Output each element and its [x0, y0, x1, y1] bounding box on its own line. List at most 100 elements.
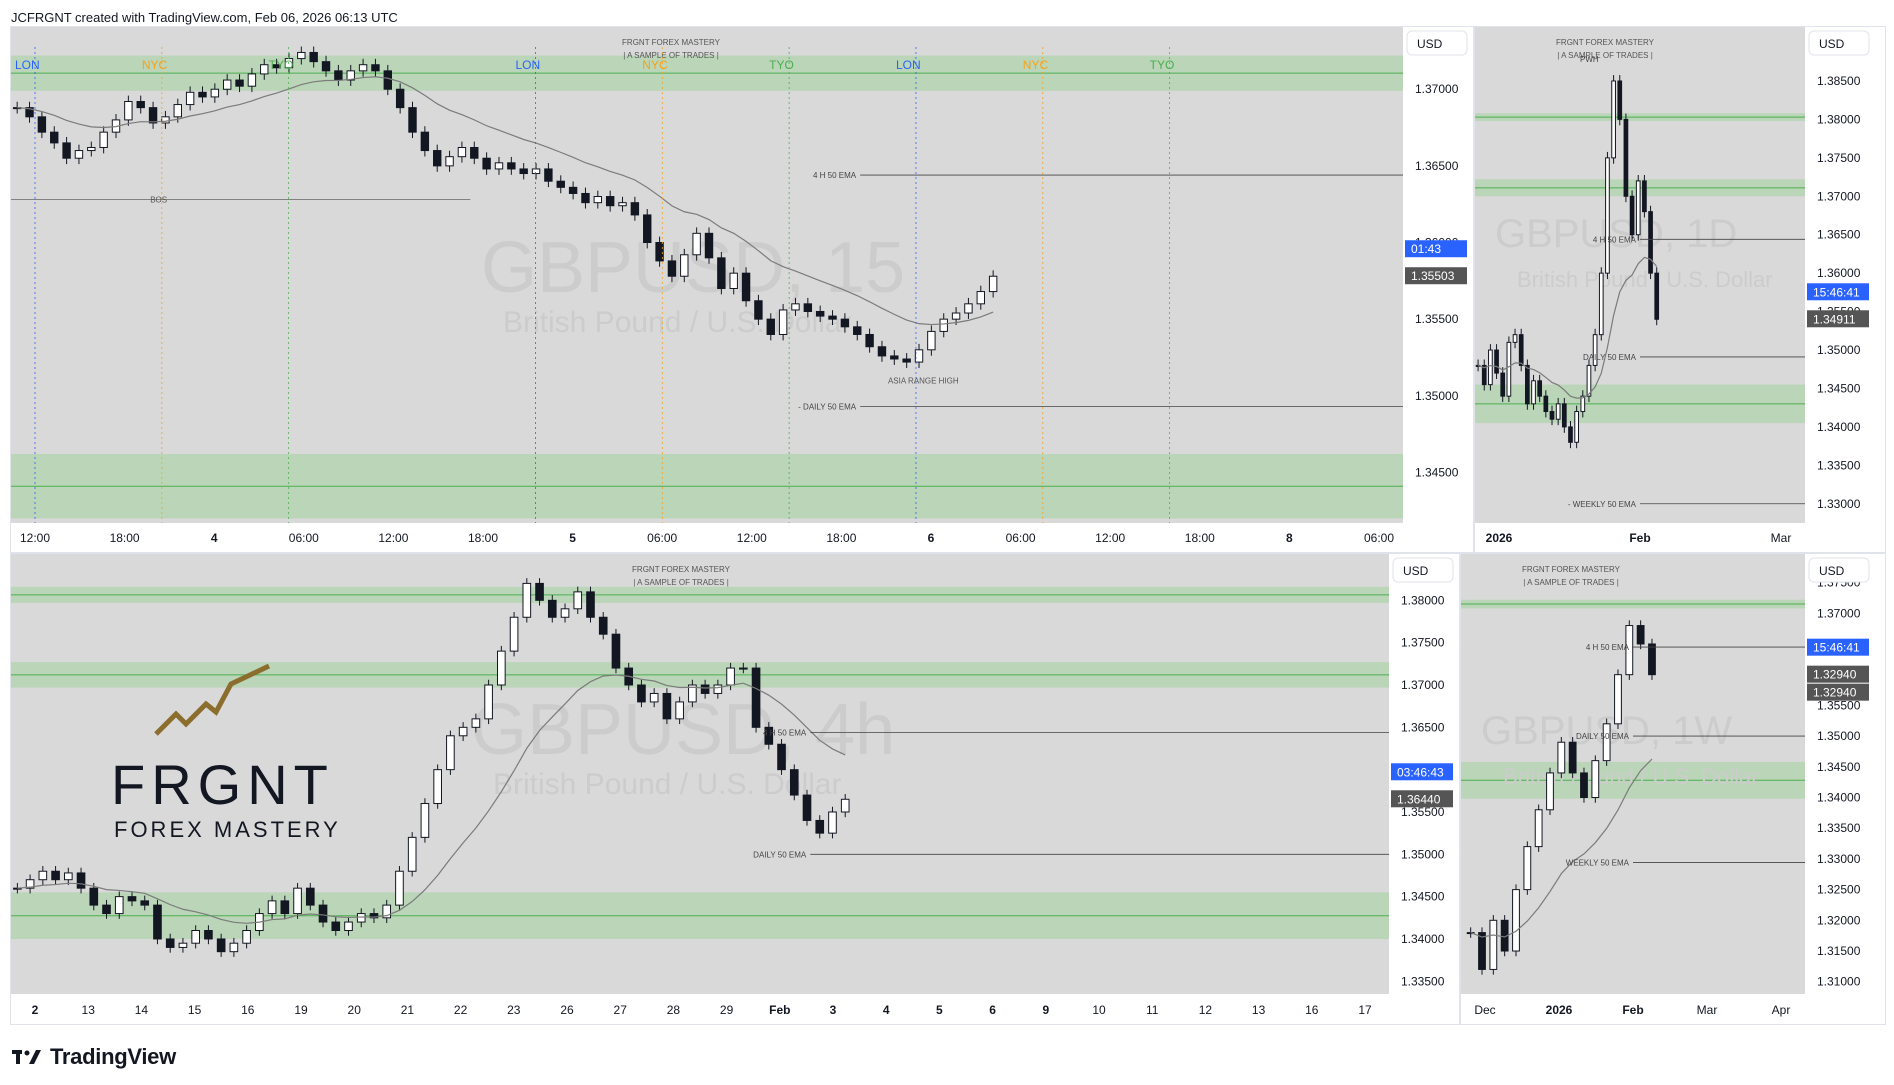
chart-canvas: GBPUSD, 1D British Pound / U.S. Dollar FRG…: [1475, 27, 1870, 545]
candle: [50, 126, 59, 149]
price-label-group: 1.34911: [1807, 310, 1869, 328]
candle-body: [1617, 80, 1623, 120]
candle-body: [1518, 334, 1524, 366]
candle-body: [581, 192, 590, 204]
candle: [649, 688, 659, 708]
candle-body: [1512, 889, 1520, 952]
bar-countdown: 15:46:41: [1813, 285, 1860, 299]
y-tick-label: 1.33000: [1817, 852, 1861, 866]
x-tick-label: Mar: [1697, 1003, 1718, 1017]
ema-level-label: WEEKLY 50 EMA: [1566, 859, 1630, 868]
candle: [1531, 374, 1536, 410]
candle: [1488, 344, 1493, 391]
candle: [458, 722, 468, 742]
candle-body: [37, 116, 47, 133]
candle: [1557, 736, 1566, 779]
ema-level-label: DAILY 50 EMA: [1583, 353, 1637, 362]
candle-body: [114, 896, 124, 915]
candle: [643, 209, 652, 249]
candle-body: [62, 142, 71, 159]
x-tick-label: 13: [82, 1003, 96, 1017]
candle: [420, 126, 430, 157]
candle: [1586, 359, 1592, 403]
countdown-group: 15:46:41: [1807, 638, 1869, 656]
candle: [815, 305, 825, 322]
candle-body: [531, 168, 541, 175]
candle: [840, 313, 850, 333]
candle-body: [50, 131, 59, 144]
candle-body: [751, 667, 761, 728]
ema-level-label: 4 H 50 EMA: [813, 171, 857, 180]
countdown-group: 03:46:43: [1391, 763, 1453, 781]
currency-badge: USD: [1808, 557, 1870, 583]
candle: [630, 196, 640, 221]
candle: [305, 882, 315, 911]
candle-body: [497, 650, 506, 686]
y-tick-label: 1.37000: [1401, 678, 1445, 692]
currency-badge: USD: [1392, 557, 1454, 583]
candle: [395, 866, 404, 911]
candle-body: [1555, 403, 1561, 420]
y-tick-label: 1.36500: [1415, 159, 1459, 173]
candle: [346, 64, 355, 86]
price-label-group: 1.36440: [1391, 790, 1453, 808]
candle-body: [76, 872, 86, 889]
candle: [484, 679, 493, 725]
candle: [356, 908, 366, 928]
y-tick-label: 1.38000: [1817, 112, 1861, 126]
candle-body: [229, 942, 239, 953]
candle-body: [484, 684, 493, 720]
candle-body: [1500, 372, 1506, 397]
footer-brand: TradingView: [50, 1044, 176, 1069]
candle: [433, 144, 442, 172]
tradingview-logo[interactable]: TradingView: [12, 1042, 176, 1072]
candle: [124, 95, 133, 126]
candle-body: [729, 272, 738, 289]
candle: [371, 58, 380, 77]
candle-body: [471, 718, 481, 728]
last-price-label: 1.32940: [1813, 668, 1857, 682]
ema-level-label: 4 H 50 EMA: [1593, 235, 1637, 244]
candle: [1654, 267, 1660, 326]
candle-body: [293, 887, 302, 915]
candle-body: [902, 358, 911, 363]
candle: [618, 196, 627, 212]
candle-body: [1525, 364, 1530, 405]
candle: [840, 794, 850, 818]
candle-body: [1642, 180, 1647, 213]
candle: [297, 46, 306, 65]
y-tick-label: 1.34500: [1401, 890, 1445, 904]
candle: [544, 163, 553, 188]
x-tick-label: 12: [1199, 1003, 1213, 1017]
candle: [688, 679, 697, 708]
candle-body: [446, 735, 455, 771]
candle-body: [247, 73, 257, 87]
y-tick-label: 1.34000: [1401, 932, 1445, 946]
y-tick-label: 1.36500: [1401, 720, 1445, 734]
y-tick-label: 1.34500: [1415, 465, 1459, 479]
candle-body: [927, 330, 936, 351]
x-tick-label: Mar: [1771, 531, 1792, 545]
candle: [675, 696, 684, 725]
candle-body: [637, 684, 646, 703]
candle-body: [598, 616, 608, 635]
candle-body: [865, 333, 874, 348]
last-price-label: 1.36440: [1397, 792, 1441, 806]
chart-4h[interactable]: GBPUSD, 4h British Pound / U.S. Dollar FRG…: [10, 553, 1460, 1025]
candle-body: [680, 254, 689, 277]
x-tick-label: 2026: [1546, 1003, 1573, 1017]
candle-body: [1488, 349, 1493, 386]
candle-body: [321, 61, 331, 72]
price-label-group: 1.35503: [1405, 267, 1467, 285]
candle: [573, 586, 583, 615]
chart-weekly[interactable]: GBPUSD, 1W British Pound / U.S. Dollar FRG…: [1460, 553, 1886, 1025]
x-tick-label: Feb: [1629, 531, 1650, 545]
chart-15m[interactable]: GBPUSD, 15 British Pound / U.S. Dollar FRG…: [10, 26, 1474, 553]
y-tick-label: 1.32500: [1817, 883, 1861, 897]
chart-daily[interactable]: GBPUSD, 1D British Pound / U.S. Dollar FRG…: [1474, 26, 1886, 553]
candle: [1574, 405, 1579, 449]
candle-body: [618, 202, 627, 207]
brand-watermark-sub: | A SAMPLE OF TRADES |: [633, 578, 729, 587]
